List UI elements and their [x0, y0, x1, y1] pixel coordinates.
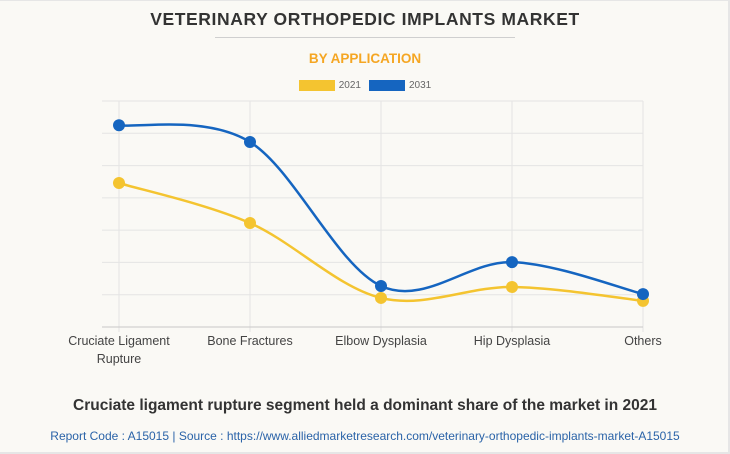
data-point-2021 [506, 280, 518, 293]
legend-label-2031: 2031 [409, 80, 432, 91]
x-tick-label-line: Bone Fractures [207, 334, 293, 348]
x-tick-label-line: Cruciate Ligament [68, 334, 170, 348]
data-point-2021 [113, 177, 125, 190]
data-point-2031 [375, 279, 387, 292]
x-tick-label: Hip Dysplasia [452, 332, 572, 350]
data-point-2031 [506, 256, 518, 269]
x-tick-label-line: Rupture [96, 352, 142, 366]
title-divider [215, 37, 515, 38]
legend-swatch-2021 [298, 80, 335, 91]
legend-item-2021[interactable]: 2021 [298, 80, 361, 91]
x-tick-label-line: Hip Dysplasia [473, 334, 551, 348]
data-point-2021 [375, 291, 387, 304]
x-tick-label-line: Others [624, 334, 662, 348]
legend: 2021 2031 [0, 80, 730, 91]
chart-subtitle: BY APPLICATION [308, 51, 422, 66]
x-tick-label: Others [583, 332, 703, 350]
chart-headline: Cruciate ligament rupture segment held a… [73, 397, 657, 414]
legend-swatch-2031 [369, 80, 405, 91]
data-point-2021 [244, 217, 256, 230]
chart-title: VETERINARY ORTHOPEDIC IMPLANTS MARKET [150, 9, 580, 29]
x-tick-label: Bone Fractures [190, 332, 310, 350]
x-tick-label: Elbow Dysplasia [321, 332, 441, 350]
data-point-2031 [244, 136, 256, 149]
x-tick-label-line: Elbow Dysplasia [335, 334, 427, 348]
data-point-2031 [637, 288, 649, 301]
data-point-2031 [113, 119, 125, 132]
x-tick-label: Cruciate Ligament Rupture [59, 332, 179, 368]
source-citation: Report Code : A15015 | Source : https://… [50, 429, 680, 443]
legend-label-2021: 2021 [338, 80, 361, 91]
legend-item-2031[interactable]: 2031 [369, 80, 431, 91]
